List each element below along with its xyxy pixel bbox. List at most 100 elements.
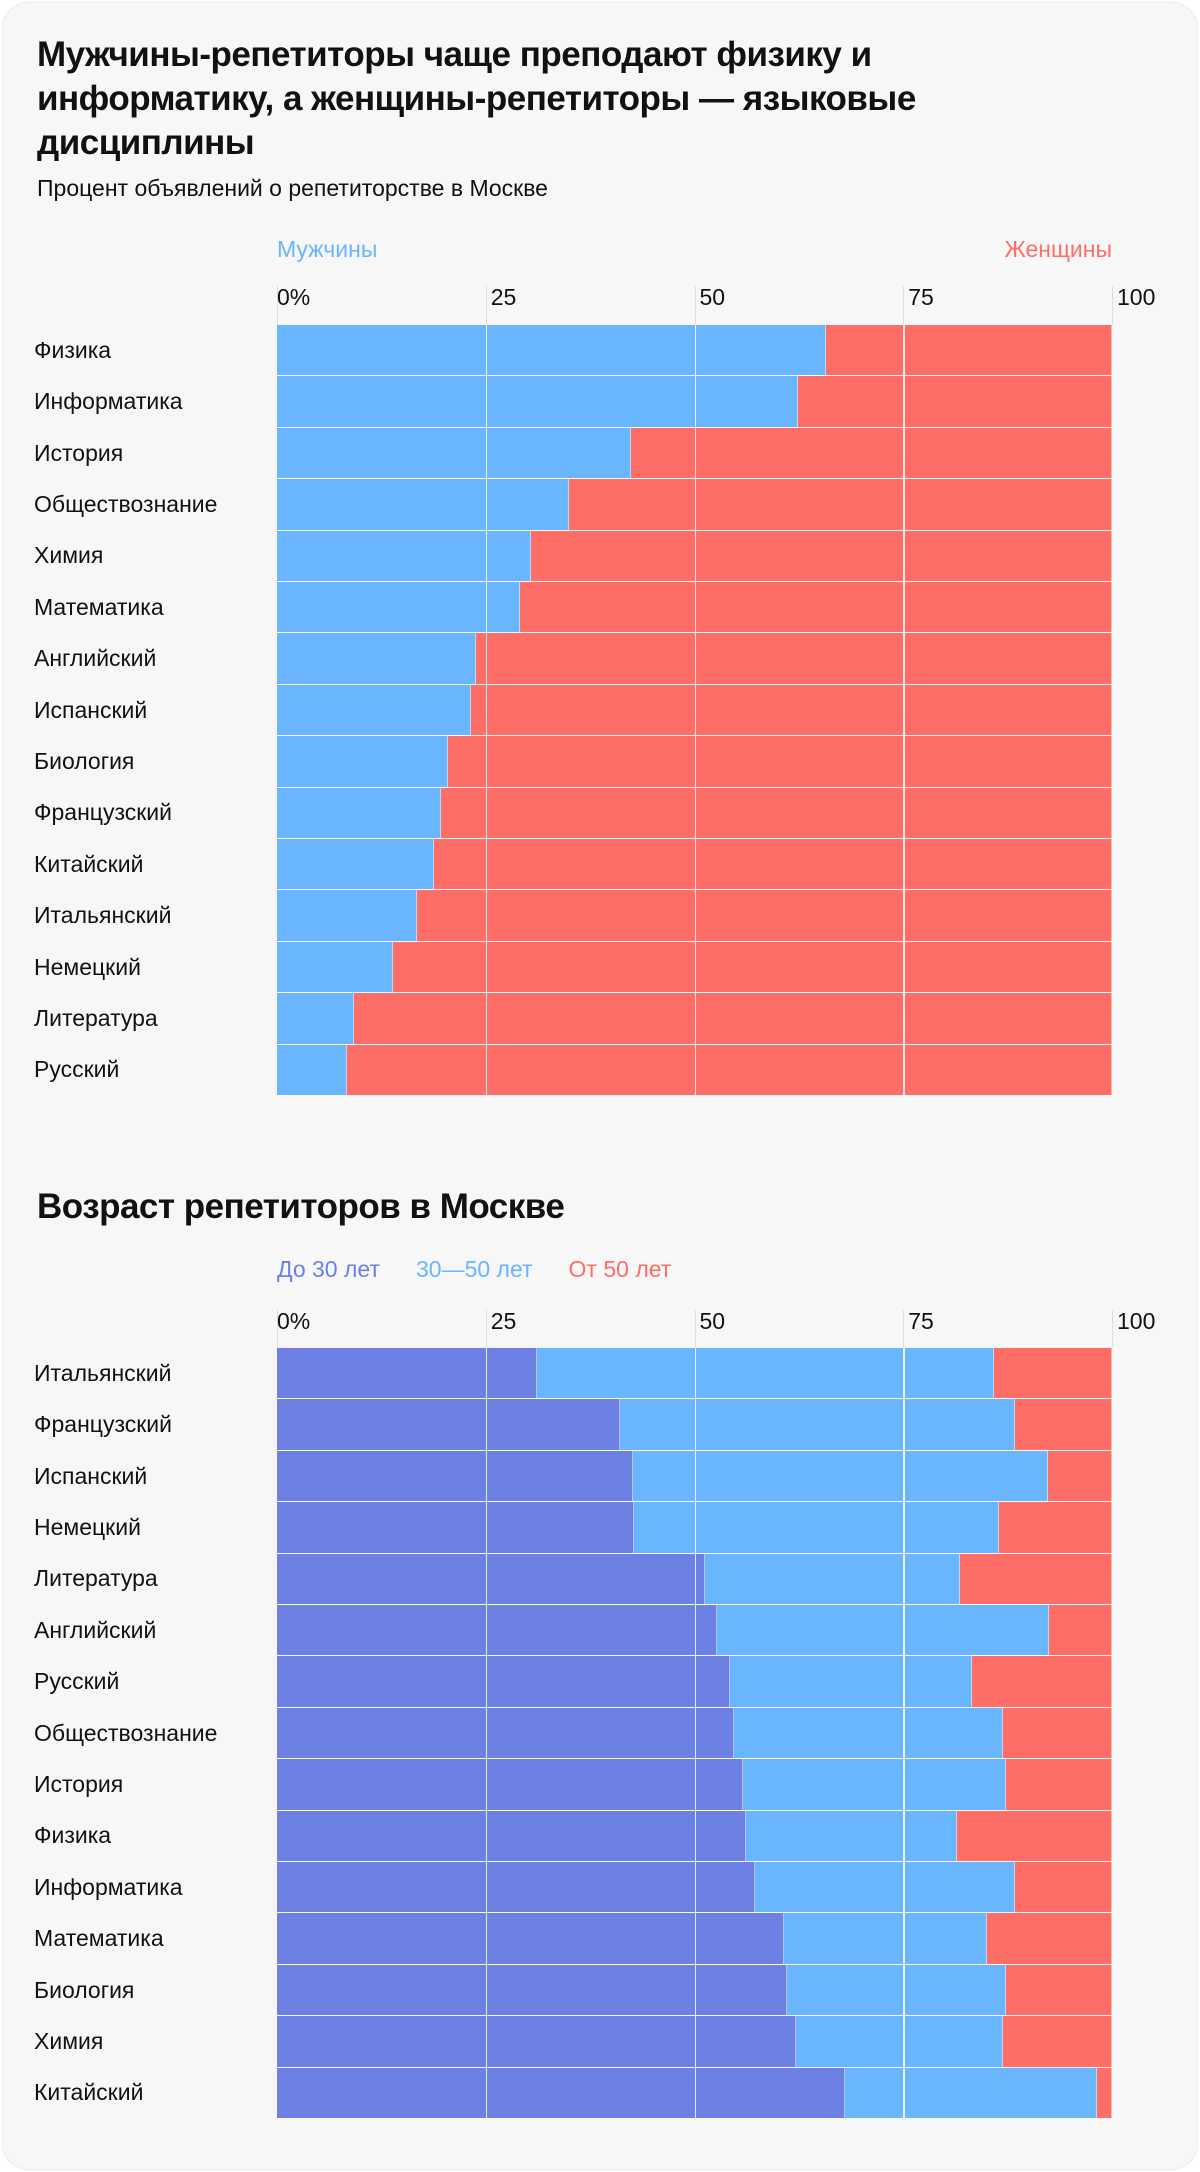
tick-label: 100 (1117, 1308, 1156, 1334)
legend-item: 30—50 лет (415, 1256, 533, 1282)
bar-row (277, 2016, 1112, 2068)
category-label: Китайский (34, 850, 144, 877)
bar-segment (277, 1707, 734, 1759)
bar-segment (704, 1553, 961, 1604)
bar-segment (277, 1759, 743, 1810)
bar-segment (353, 993, 1112, 1044)
bar-segment (277, 1450, 633, 1502)
bar-segment (730, 1656, 972, 1707)
chart2-title: Возраст репетиторов в Москве (37, 1187, 565, 1226)
category-label: История (34, 1770, 124, 1797)
gridline-overlay (694, 325, 696, 1096)
bar-segment (277, 2067, 845, 2118)
bar-segment (277, 2016, 796, 2067)
category-label: Русский (34, 1056, 120, 1083)
bar-row (277, 376, 1112, 428)
bar-row (277, 1553, 1112, 1605)
bar-segment (632, 1450, 1048, 1502)
bar-row (277, 1759, 1112, 1811)
bar-segment (277, 941, 394, 993)
bar-segment (277, 890, 418, 941)
category-label: Французский (34, 1411, 172, 1438)
category-label: Итальянский (34, 1359, 172, 1386)
gridline (694, 286, 696, 325)
plot-area (277, 1348, 1112, 2119)
category-label: Английский (34, 1616, 157, 1643)
bar-segment (956, 1810, 1112, 1861)
bar-segment (634, 1502, 1000, 1553)
bar-segment (277, 1605, 718, 1656)
bar-segment (783, 1913, 987, 1964)
bar-row (277, 1913, 1112, 1965)
gridline-overlay (903, 325, 905, 1096)
bar-segment (1005, 1964, 1112, 2016)
category-label: Информатика (34, 388, 183, 415)
bar-segment (277, 1656, 731, 1707)
bar-segment (277, 684, 471, 736)
category-label: Литература (34, 1004, 158, 1031)
category-label: Физика (34, 336, 112, 363)
chart-title: Мужчины-репетиторы чаще преподают физику… (37, 35, 916, 162)
category-label: Английский (34, 645, 157, 672)
bar-segment (620, 1399, 1016, 1450)
bar-segment (986, 1913, 1112, 1964)
bar-row (277, 1044, 1112, 1096)
tick-label: 25 (490, 284, 517, 310)
bar-segment (519, 582, 1112, 633)
bar-segment (746, 1810, 957, 1861)
bar-segment (448, 736, 1112, 787)
bar-segment (530, 530, 1112, 581)
gridline (485, 1310, 487, 1348)
category-label: Биология (34, 1976, 135, 2003)
bar-row (277, 1964, 1112, 2017)
bar-row (277, 633, 1112, 685)
gridline (694, 1310, 696, 1348)
bar-segment (742, 1759, 1006, 1810)
bar-segment (754, 1862, 1016, 1913)
bar-segment (277, 1913, 784, 1964)
gridline-overlay (903, 1348, 905, 2119)
bar-segment (971, 1656, 1112, 1707)
bar-segment (277, 1553, 705, 1604)
tick-label: 0% (277, 284, 311, 310)
legend-item: Женщины (1004, 236, 1112, 262)
bar-segment (798, 376, 1112, 427)
bar-segment (569, 479, 1112, 530)
bar-segment (631, 427, 1112, 479)
category-label: Русский (34, 1668, 120, 1695)
tick-label: 0% (277, 1308, 311, 1334)
bar-segment (277, 993, 354, 1044)
bar-segment (1002, 2016, 1112, 2067)
gridline (1112, 286, 1113, 325)
category-label: Химия (34, 2027, 104, 2054)
category-label: Математика (34, 1925, 164, 1952)
bar-segment (994, 1348, 1112, 1399)
bar-segment (1049, 1605, 1112, 1656)
bar-segment (440, 787, 1112, 838)
bar-segment (717, 1605, 1050, 1656)
category-label: Итальянский (34, 902, 172, 929)
bar-row (277, 993, 1112, 1045)
gridline-overlay (694, 1348, 696, 2119)
bar-segment (277, 839, 434, 890)
bar-row (277, 839, 1112, 891)
legend-item: От 50 лет (568, 1256, 672, 1282)
bar-segment (787, 1964, 1006, 2016)
category-label: Китайский (34, 2079, 144, 2106)
bar-segment (277, 736, 449, 787)
tick-label: 75 (908, 1308, 934, 1334)
bar-segment (277, 1862, 755, 1913)
category-label: Немецкий (34, 953, 141, 980)
bar-segment (277, 1348, 537, 1399)
bar-segment (277, 1044, 348, 1095)
bar-segment (1002, 1707, 1112, 1759)
tick-label: 25 (490, 1308, 517, 1334)
gridline (903, 286, 905, 325)
gridline-overlay (485, 325, 488, 1096)
tick-label: 100 (1117, 284, 1156, 310)
bar-segment (277, 1399, 621, 1450)
bar-segment (277, 787, 441, 838)
gridline (903, 1310, 905, 1348)
bar-segment (277, 376, 799, 427)
tick-label: 75 (908, 284, 934, 310)
